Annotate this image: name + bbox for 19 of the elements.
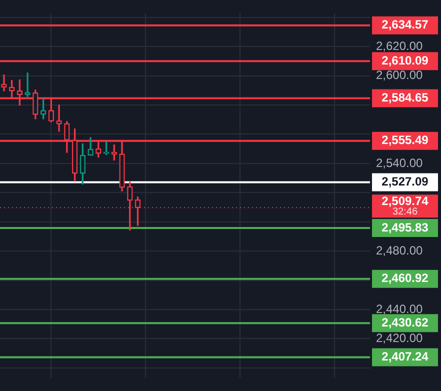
y-tick-label: 2,420.00: [376, 330, 424, 345]
ref-line-label: 2,555.49: [382, 133, 429, 148]
ref-line-label: 2,495.83: [382, 220, 429, 234]
ref-line-label: 2,584.65: [382, 90, 429, 105]
ref-line-label: 2,610.09: [382, 53, 429, 68]
y-tick-label: 2,540.00: [376, 156, 424, 170]
y-tick-label: 2,600.00: [376, 68, 424, 82]
ref-line-label: 2,460.92: [382, 271, 429, 286]
y-tick-label: 2,480.00: [376, 243, 424, 258]
ref-line-label: 2,634.57: [382, 18, 429, 32]
ref-line-label: 2,509.74: [382, 194, 429, 208]
ref-line-label: 2,407.24: [382, 350, 429, 364]
candlestick: [1, 74, 7, 92]
y-tick-label: 2,620.00: [376, 38, 424, 53]
candlestick: [56, 104, 62, 132]
ref-line-label: 2,430.62: [382, 315, 429, 330]
text: 32:46: [392, 206, 418, 218]
y-tick-label: 2,440.00: [376, 302, 424, 316]
ref-line-label: 2,527.09: [382, 174, 429, 189]
